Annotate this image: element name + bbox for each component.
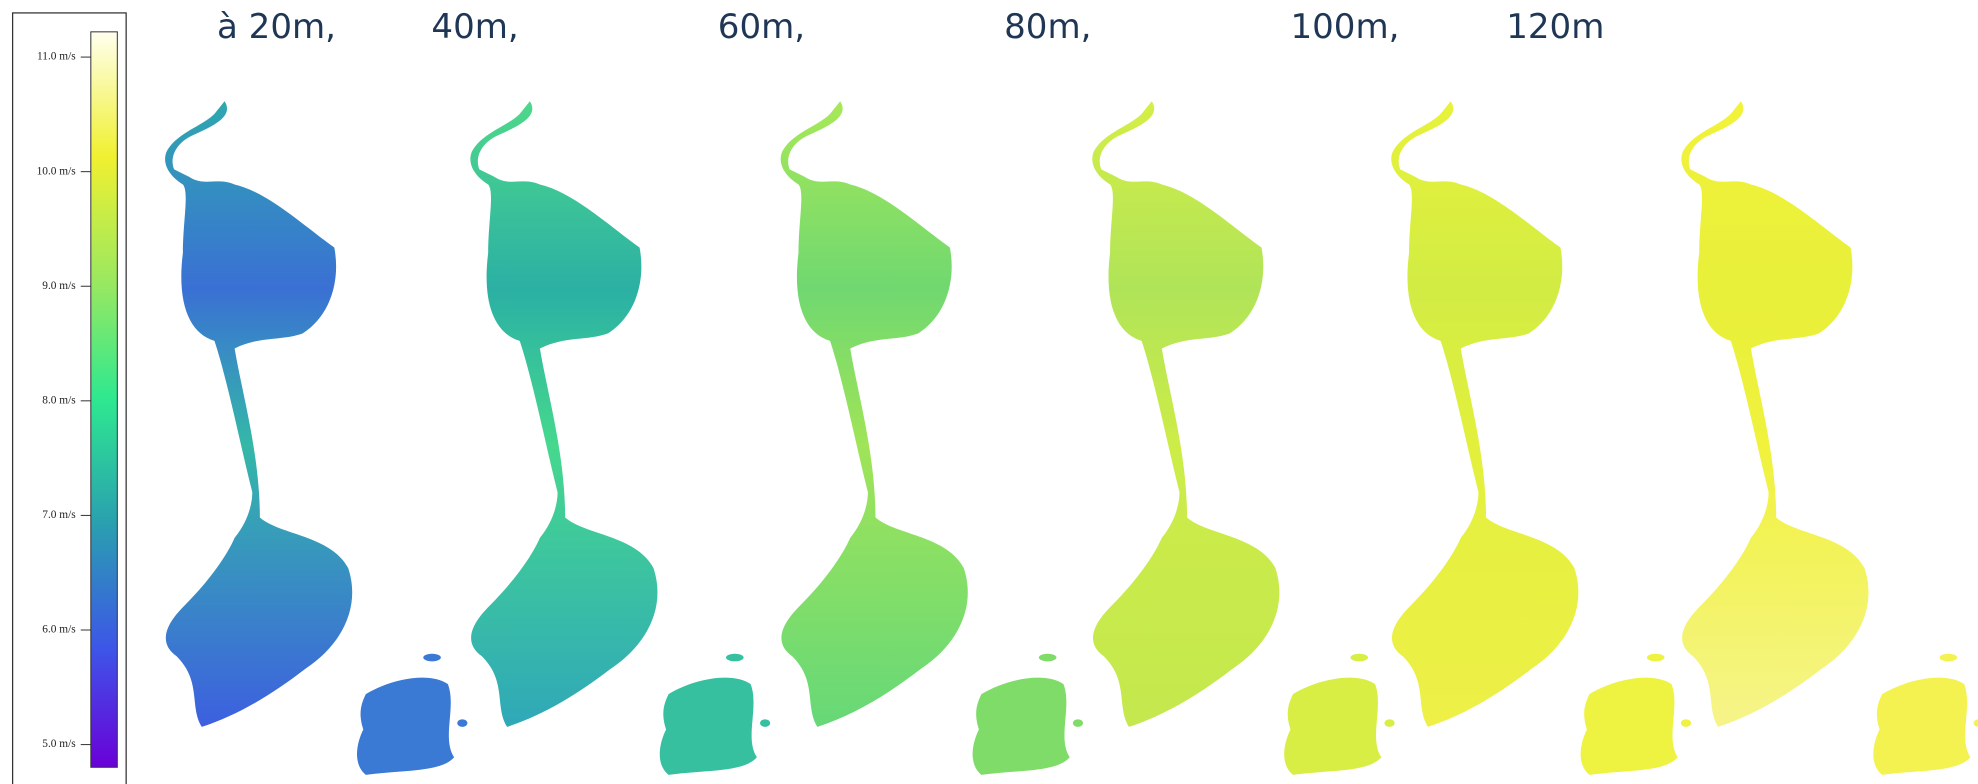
island — [470, 101, 657, 727]
tick-label: 6.0 m/s — [42, 624, 75, 636]
height-label: 120m — [1506, 7, 1604, 47]
page: 5.0 m/s 6.0 m/s 7.0 m/s 8.0 m/s 9.0 m/s 10.0 … — [0, 0, 1978, 784]
island — [165, 101, 352, 727]
islet — [357, 654, 467, 775]
height-label: 60m, — [718, 7, 805, 47]
height-label: 100m, — [1290, 7, 1399, 47]
tick-label: 9.0 m/s — [42, 280, 75, 292]
islet — [1581, 654, 1691, 775]
tick-label: 5.0 m/s — [42, 738, 75, 750]
tick-label: 10.0 m/s — [37, 165, 76, 177]
island — [1092, 101, 1279, 727]
island — [1391, 101, 1578, 727]
islet — [660, 654, 770, 775]
island — [781, 101, 968, 727]
tick-label: 7.0 m/s — [42, 509, 75, 521]
height-label: 80m, — [1004, 7, 1091, 47]
height-label: à 20m, — [217, 7, 336, 47]
height-label: 40m, — [431, 7, 518, 47]
islet — [1284, 654, 1394, 775]
colorbar — [91, 32, 117, 767]
tick-label: 11.0 m/s — [37, 51, 76, 63]
wind-map: 5.0 m/s 6.0 m/s 7.0 m/s 8.0 m/s 9.0 m/s 10.0 … — [0, 0, 1978, 784]
island — [1681, 101, 1868, 727]
islet — [1873, 654, 1978, 775]
islands — [165, 101, 1978, 775]
islet — [973, 654, 1083, 775]
tick-label: 8.0 m/s — [42, 394, 75, 406]
